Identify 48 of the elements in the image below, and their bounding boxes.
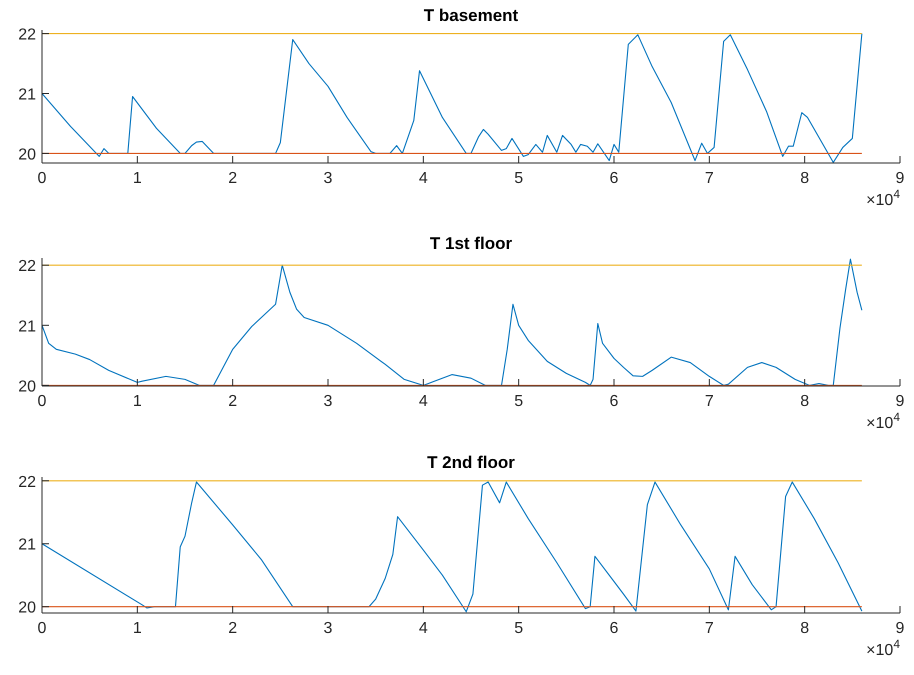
x-tick-label: 1 — [132, 170, 142, 187]
x-tick-label: 1 — [132, 393, 142, 410]
y-tick-label: 22 — [18, 474, 36, 491]
x-tick-label: 8 — [800, 393, 810, 410]
x-tick-label: 2 — [228, 620, 238, 637]
x-tick-label: 0 — [38, 393, 47, 410]
chart-title: T 2nd floor — [427, 453, 516, 472]
y-tick-label: 21 — [18, 536, 36, 554]
line-series — [41, 33, 862, 163]
x-tick-label: 3 — [324, 393, 333, 410]
x-tick-label: 7 — [704, 170, 714, 187]
x-tick-label: 3 — [324, 620, 333, 637]
x-tick-label: 7 — [704, 620, 714, 637]
x-tick-label: 3 — [324, 170, 333, 187]
y-tick-label: 21 — [18, 86, 36, 104]
line-series — [41, 258, 862, 386]
x-tick-label: 1 — [132, 620, 142, 637]
x-tick-label: 4 — [418, 620, 428, 637]
text: ×10$^{4}$ — [866, 410, 900, 432]
x-tick-label: 6 — [610, 620, 619, 637]
y-tick-label: 21 — [18, 318, 36, 336]
x-tick-label: 9 — [896, 170, 905, 187]
y-tick-label: 22 — [18, 26, 36, 44]
x-tick-label: 8 — [800, 170, 810, 187]
x-tick-label: 5 — [514, 393, 524, 410]
x-tick-label: 9 — [896, 393, 905, 410]
x-tick-label: 5 — [514, 170, 524, 187]
x-tick-label: 5 — [514, 620, 524, 637]
x-tick-label: 2 — [228, 393, 238, 410]
x-tick-label: 0 — [38, 170, 47, 187]
x-tick-label: 4 — [418, 393, 428, 410]
x-tick-label: 6 — [610, 393, 619, 410]
x-tick-label: 0 — [38, 620, 47, 637]
x-tick-label: 8 — [800, 620, 810, 637]
y-tick-label: 20 — [18, 378, 36, 396]
y-tick-label: 20 — [18, 600, 36, 617]
x-tick-label: 4 — [418, 170, 428, 187]
y-tick-label: 20 — [18, 146, 36, 164]
chart-title: T 1st floor — [430, 234, 512, 253]
x-tick-label: 7 — [704, 393, 714, 410]
x-tick-label: 2 — [228, 170, 238, 187]
line-series — [41, 481, 862, 612]
text: ×10$^{4}$ — [866, 637, 900, 659]
text: ×10$^{4}$ — [866, 187, 900, 209]
x-tick-label: 6 — [610, 170, 619, 187]
x-tick-label: 9 — [896, 620, 905, 637]
y-tick-label: 22 — [18, 258, 36, 276]
chart-title: T basement — [424, 6, 519, 25]
